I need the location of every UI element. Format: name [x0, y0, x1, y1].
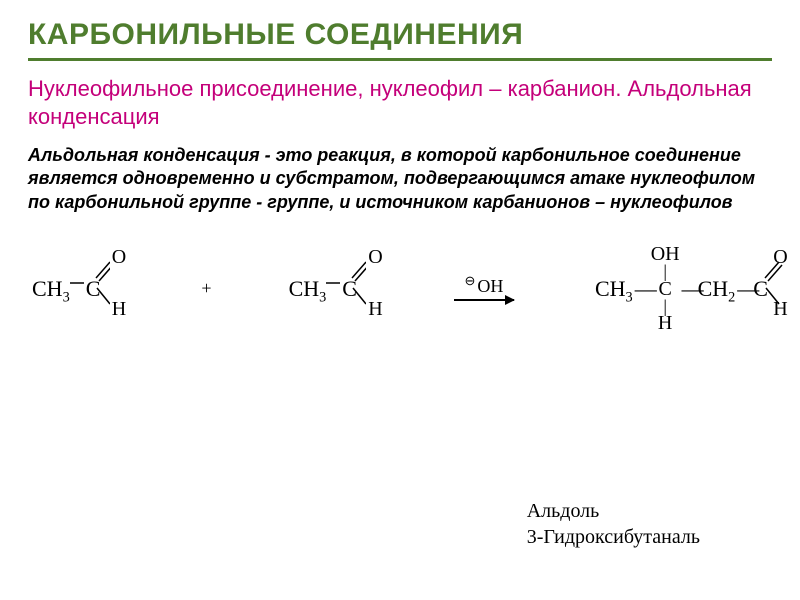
reaction-row: CH3 C O H + CH3 C — [28, 244, 772, 333]
definition-text: Альдольная конденсация - это реакция, в … — [28, 144, 772, 214]
atom: C O H — [342, 276, 357, 302]
atom: CH2 — [698, 276, 736, 302]
atom-o: O — [112, 246, 126, 269]
reagent-2: CH3 C O H — [289, 276, 357, 302]
catalyst-oh: OH — [477, 277, 503, 295]
bond-icon — [70, 252, 110, 314]
atom-h: H — [658, 313, 672, 333]
atom: C O H — [753, 276, 768, 302]
atom: C O H — [86, 276, 101, 302]
reaction-arrow: ⊖ OH — [454, 277, 514, 301]
atom-o: O — [368, 246, 382, 269]
charge-icon: ⊖ — [465, 274, 476, 287]
atom-h: H — [112, 298, 126, 321]
atom-h: H — [773, 298, 787, 321]
atom: CH3 — [289, 276, 327, 302]
reagent-1: CH3 C O H — [32, 276, 100, 302]
caption-line-1: Альдоль — [527, 498, 700, 524]
atom-h: H — [368, 298, 382, 321]
atom: CH3 — [595, 276, 633, 302]
product-caption: Альдоль 3-Гидроксибутаналь — [527, 498, 700, 550]
catalyst-label: ⊖ OH — [465, 277, 504, 295]
slide-subtitle: Нуклеофильное присоединение, нуклеофил –… — [28, 75, 772, 130]
caption-line-2: 3-Гидроксибутаналь — [527, 524, 700, 550]
plus-sign: + — [197, 278, 215, 299]
atom: CH3 — [32, 276, 70, 302]
arrow-icon — [454, 299, 514, 301]
slide: КАРБОНИЛЬНЫЕ СОЕДИНЕНИЯ Нуклеофильное пр… — [0, 0, 800, 600]
product: CH3 — OH | C | H — CH2 — C O H — [595, 244, 768, 333]
bond-icon — [326, 252, 366, 314]
atom-o: O — [773, 246, 787, 269]
center-carbon: OH | C | H — [651, 244, 680, 333]
title-underline — [28, 58, 772, 61]
slide-title: КАРБОНИЛЬНЫЕ СОЕДИНЕНИЯ — [28, 18, 772, 52]
